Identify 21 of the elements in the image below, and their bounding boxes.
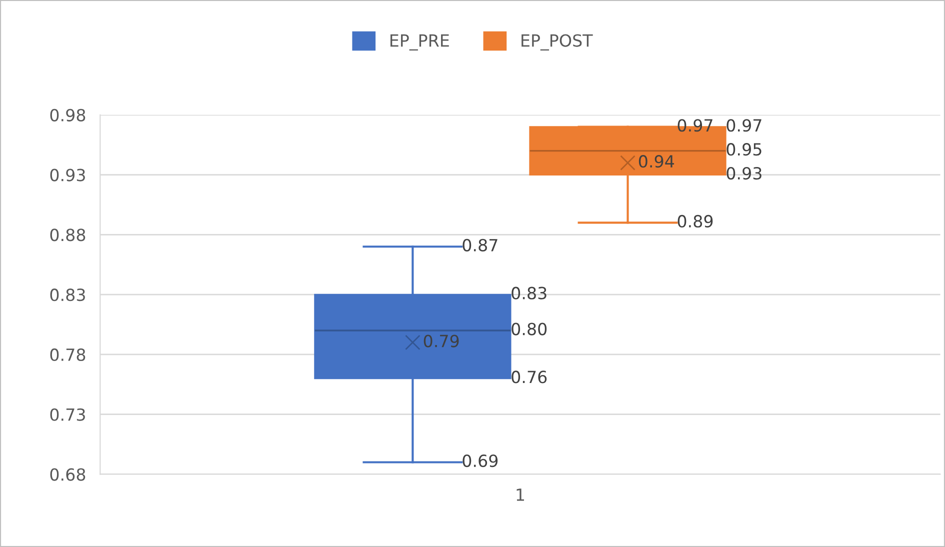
text: 0.76 bbox=[512, 370, 547, 384]
text: 0.89 bbox=[678, 214, 713, 228]
y-tick-label: 0.78 bbox=[50, 348, 86, 362]
text: 0.94 bbox=[638, 155, 674, 168]
text: 0.97 bbox=[726, 119, 762, 132]
y-tick-label: 0.98 bbox=[50, 108, 86, 122]
text: 0.95 bbox=[726, 143, 762, 156]
text: 0.83 bbox=[512, 286, 546, 300]
text: 0.87 bbox=[462, 238, 498, 252]
y-tick-label: 0.83 bbox=[50, 288, 85, 302]
y-tick-label: 0.88 bbox=[50, 228, 86, 242]
y-tick-label: 0.73 bbox=[50, 408, 85, 421]
legend-label: EP_POST bbox=[522, 34, 593, 51]
text: 0.93 bbox=[726, 166, 762, 180]
legend-label: EP_PRE bbox=[390, 34, 449, 51]
x-tick-label: 1 bbox=[516, 488, 524, 501]
text: 0.80 bbox=[512, 322, 547, 336]
y-tick-label: 0.93 bbox=[50, 168, 85, 182]
text: 0.69 bbox=[462, 454, 498, 468]
y-tick-label: 0.68 bbox=[50, 468, 86, 481]
text: 0.79 bbox=[424, 334, 459, 348]
